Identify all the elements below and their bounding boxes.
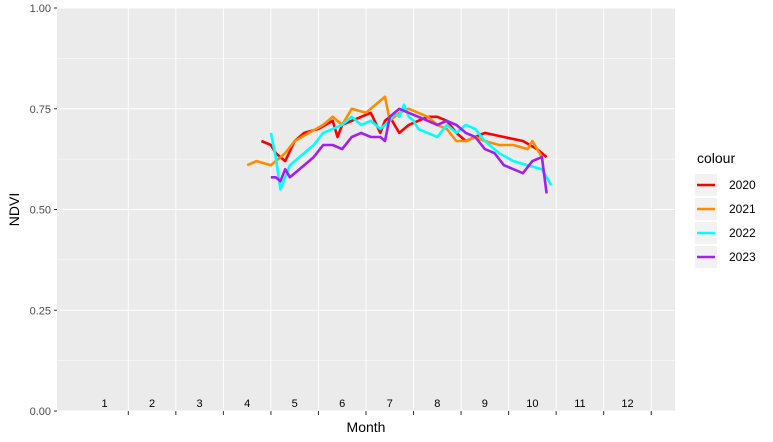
y-axis: 0.00 0.25 0.50 0.75 1.00 [30, 3, 57, 418]
y-tick-label: 1.00 [30, 3, 51, 15]
month-label: 11 [574, 398, 585, 410]
month-label: 7 [387, 398, 393, 410]
series-lines [246, 95, 553, 194]
month-label: 1 [101, 398, 107, 410]
month-label: 8 [434, 398, 440, 410]
month-label: 12 [621, 398, 633, 410]
legend-label-2023: 2023 [729, 250, 756, 264]
y-tick-label: 0.00 [30, 406, 51, 418]
month-label: 3 [197, 398, 203, 410]
legend-label-2020: 2020 [729, 178, 756, 192]
legend-title: colour [697, 150, 735, 166]
x-axis [127, 411, 652, 415]
series-line-2022 [269, 103, 553, 191]
y-tick-label: 0.75 [30, 104, 51, 116]
legend: colour 2020 2021 2022 2023 [695, 150, 756, 268]
legend-label-2021: 2021 [729, 202, 756, 216]
y-axis-title: NDVI [6, 193, 22, 226]
x-axis-title: Month [347, 419, 386, 435]
y-tick-label: 0.50 [30, 205, 51, 217]
month-label: 9 [482, 398, 488, 410]
month-label: 4 [244, 398, 250, 410]
month-label: 6 [339, 398, 345, 410]
major-gridlines [57, 7, 675, 412]
month-label: 5 [292, 398, 298, 410]
month-labels: 1 2 3 4 5 6 7 8 9 10 11 12 [101, 398, 633, 410]
series-line-2023 [270, 107, 548, 194]
y-tick-label: 0.25 [30, 305, 51, 317]
legend-label-2022: 2022 [729, 226, 756, 240]
month-label: 10 [526, 398, 538, 410]
month-label: 2 [149, 398, 155, 410]
